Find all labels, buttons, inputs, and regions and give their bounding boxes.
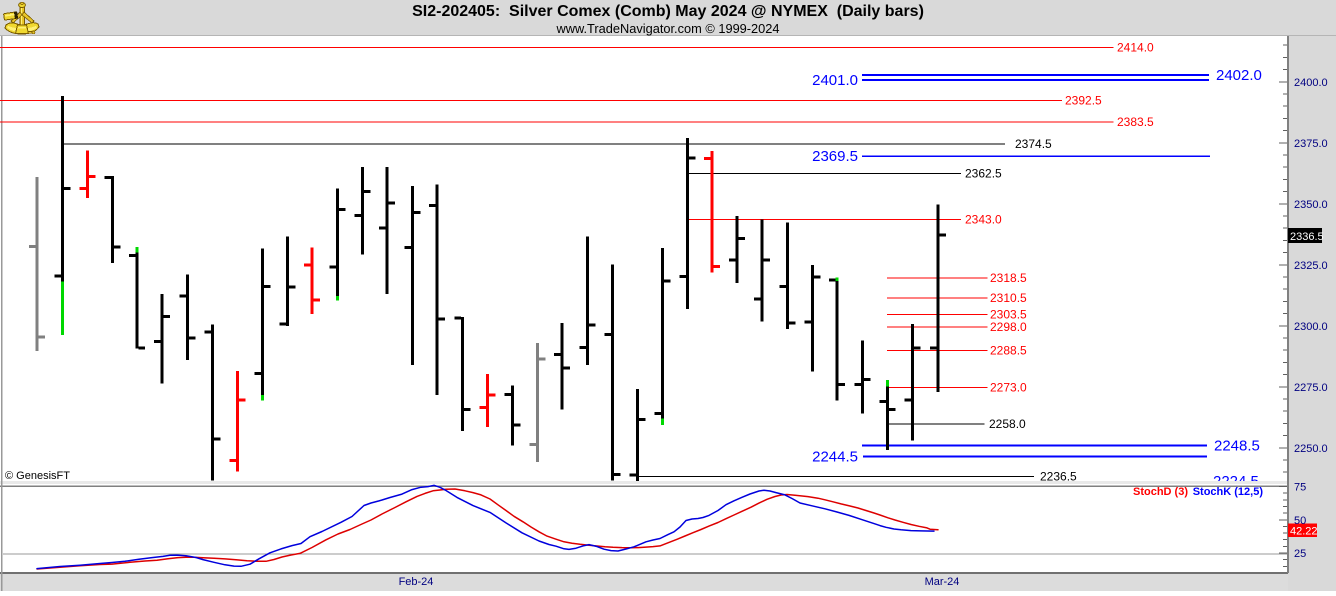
svg-text:2383.5: 2383.5 (1117, 115, 1154, 129)
svg-text:2369.5: 2369.5 (812, 148, 858, 165)
svg-text:2300.0: 2300.0 (1294, 321, 1328, 333)
svg-text:2258.0: 2258.0 (989, 417, 1026, 431)
svg-text:2318.5: 2318.5 (990, 271, 1027, 285)
svg-text:2298.0: 2298.0 (990, 320, 1027, 334)
svg-text:2375.0: 2375.0 (1294, 138, 1328, 150)
svg-text:Feb-24: Feb-24 (399, 576, 434, 588)
svg-text:42.22: 42.22 (1290, 526, 1318, 538)
svg-text:2244.5: 2244.5 (812, 448, 858, 465)
svg-text:2303.5: 2303.5 (990, 308, 1027, 322)
svg-text:2401.0: 2401.0 (812, 72, 858, 89)
svg-text:StochD (3): StochD (3) (1133, 486, 1188, 498)
svg-text:2392.5: 2392.5 (1065, 93, 1102, 107)
svg-text:2402.0: 2402.0 (1216, 67, 1262, 84)
svg-text:SI2-202405: Silver Comex (Com: SI2-202405: Silver Comex (Comb) May 2024… (412, 3, 924, 20)
svg-text:2250.0: 2250.0 (1294, 443, 1328, 455)
svg-text:2288.5: 2288.5 (990, 344, 1027, 358)
svg-text:2336.5: 2336.5 (1290, 231, 1324, 243)
svg-text:2275.0: 2275.0 (1294, 382, 1328, 394)
svg-text:Mar-24: Mar-24 (925, 576, 960, 588)
svg-text:2224.5: 2224.5 (1213, 473, 1259, 490)
svg-text:2350.0: 2350.0 (1294, 199, 1328, 211)
svg-text:© GenesisFT: © GenesisFT (5, 470, 70, 482)
svg-text:2325.0: 2325.0 (1294, 260, 1328, 272)
svg-text:2414.0: 2414.0 (1117, 41, 1154, 55)
svg-text:2236.5: 2236.5 (1040, 470, 1077, 484)
svg-text:2362.5: 2362.5 (965, 166, 1002, 180)
svg-text:www.TradeNavigator.com © 1999-: www.TradeNavigator.com © 1999-2024 (555, 21, 779, 36)
svg-text:2374.5: 2374.5 (1015, 137, 1052, 151)
svg-text:StochK (12,5): StochK (12,5) (1193, 486, 1264, 498)
svg-text:2343.0: 2343.0 (965, 213, 1002, 227)
svg-text:2400.0: 2400.0 (1294, 77, 1328, 89)
svg-text:2248.5: 2248.5 (1214, 438, 1260, 455)
svg-text:75: 75 (1294, 482, 1306, 494)
svg-text:25: 25 (1294, 548, 1306, 560)
svg-text:2273.0: 2273.0 (990, 381, 1027, 395)
svg-text:50: 50 (1294, 515, 1306, 527)
svg-text:2310.5: 2310.5 (990, 291, 1027, 305)
